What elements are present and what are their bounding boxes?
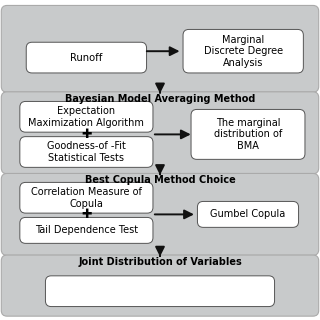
Text: Expectation
Maximization Algorithm: Expectation Maximization Algorithm [28, 106, 144, 128]
FancyBboxPatch shape [183, 29, 303, 73]
FancyBboxPatch shape [20, 137, 153, 167]
FancyBboxPatch shape [20, 218, 153, 243]
Text: Marginal
Discrete Degree
Analysis: Marginal Discrete Degree Analysis [204, 35, 283, 68]
Text: Runoff: Runoff [70, 52, 103, 63]
FancyBboxPatch shape [1, 255, 319, 316]
FancyBboxPatch shape [20, 182, 153, 213]
Text: Bayesian Model Averaging Method: Bayesian Model Averaging Method [65, 94, 255, 104]
FancyBboxPatch shape [45, 276, 275, 307]
Text: Goodness-of -Fit
Statistical Tests: Goodness-of -Fit Statistical Tests [47, 141, 126, 163]
FancyBboxPatch shape [20, 101, 153, 132]
Text: ✚: ✚ [81, 128, 92, 141]
Text: Correlation Measure of
Copula: Correlation Measure of Copula [31, 187, 142, 209]
FancyBboxPatch shape [191, 109, 305, 159]
Text: Best Copula Method Choice: Best Copula Method Choice [84, 175, 236, 186]
FancyBboxPatch shape [1, 92, 319, 174]
Text: The marginal
distribution of
BMA: The marginal distribution of BMA [214, 118, 282, 151]
Text: Gumbel Copula: Gumbel Copula [210, 209, 286, 220]
FancyBboxPatch shape [1, 5, 319, 92]
FancyBboxPatch shape [197, 202, 299, 227]
FancyBboxPatch shape [26, 42, 147, 73]
Text: ✚: ✚ [81, 208, 92, 221]
FancyBboxPatch shape [1, 173, 319, 255]
Text: Joint Distribution of Variables: Joint Distribution of Variables [78, 257, 242, 268]
Text: Tail Dependence Test: Tail Dependence Test [35, 225, 138, 236]
